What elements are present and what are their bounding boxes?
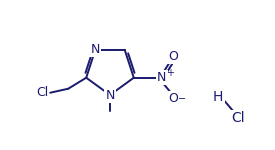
Text: O: O xyxy=(168,50,178,63)
Text: O: O xyxy=(168,92,178,105)
Text: Cl: Cl xyxy=(231,111,245,125)
Text: H: H xyxy=(213,90,223,104)
Text: +: + xyxy=(166,68,174,78)
Text: N: N xyxy=(157,71,166,84)
Text: N: N xyxy=(105,89,115,102)
Text: −: − xyxy=(178,94,186,104)
Text: Cl: Cl xyxy=(36,86,48,99)
Text: N: N xyxy=(91,43,100,56)
